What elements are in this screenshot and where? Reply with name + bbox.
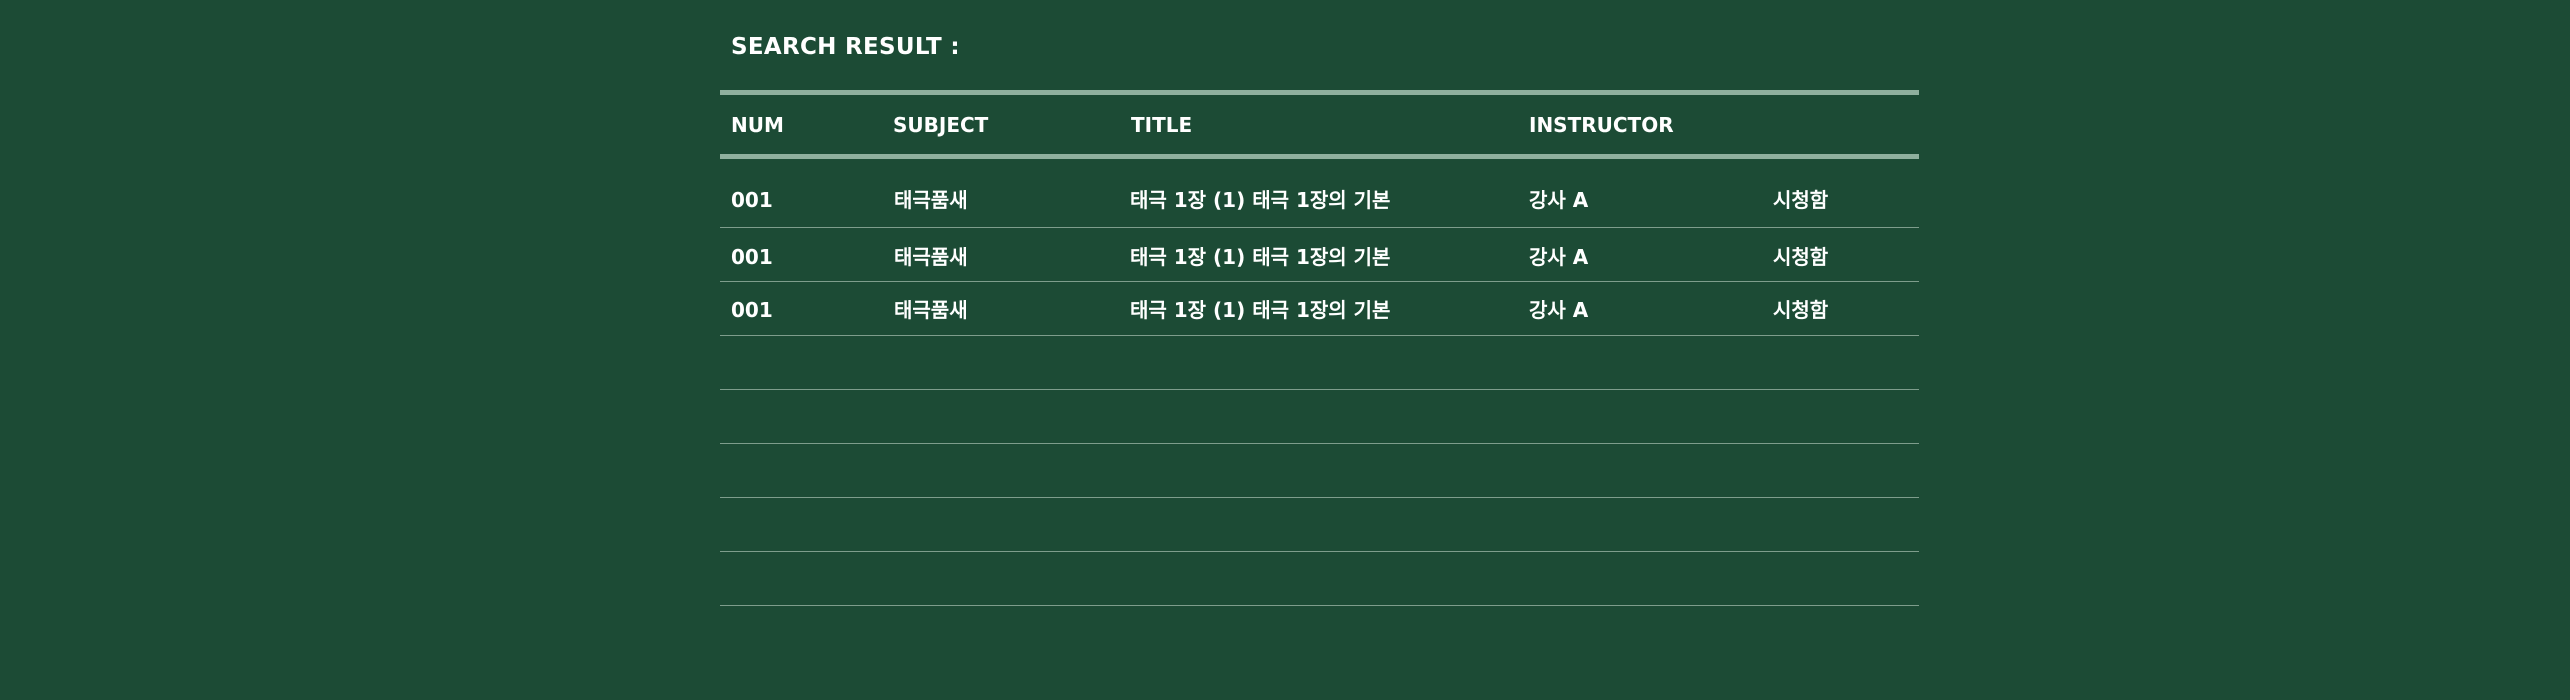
header-num: NUM: [731, 113, 784, 137]
row-subject: 태극품새: [894, 298, 968, 322]
row-subject: 태극품새: [894, 188, 968, 212]
empty-row-divider: [720, 605, 1919, 606]
search-result-panel: SEARCH RESULT : NUM SUBJECT TITLE INSTRU…: [720, 0, 1919, 700]
table-header: NUM SUBJECT TITLE INSTRUCTOR: [720, 110, 1919, 140]
header-subject: SUBJECT: [893, 113, 989, 137]
row-title[interactable]: 태극 1장 (1) 태극 1장의 기본: [1130, 188, 1391, 212]
row-divider: [720, 335, 1919, 336]
row-title[interactable]: 태극 1장 (1) 태극 1장의 기본: [1130, 245, 1391, 269]
row-watch-status: 시청함: [1773, 188, 1829, 212]
row-num: 001: [731, 188, 773, 212]
row-instructor: 강사 A: [1529, 245, 1589, 269]
header-top-divider: [720, 90, 1919, 95]
row-watch-status: 시청함: [1773, 245, 1829, 269]
row-instructor: 강사 A: [1529, 188, 1589, 212]
table-row[interactable]: 001 태극품새 태극 1장 (1) 태극 1장의 기본 강사 A 시청함: [720, 295, 1919, 325]
row-divider: [720, 227, 1919, 228]
search-result-title: SEARCH RESULT :: [731, 34, 960, 60]
row-subject: 태극품새: [894, 245, 968, 269]
row-instructor: 강사 A: [1529, 298, 1589, 322]
header-bottom-divider: [720, 154, 1919, 159]
table-row[interactable]: 001 태극품새 태극 1장 (1) 태극 1장의 기본 강사 A 시청함: [720, 242, 1919, 272]
row-watch-status: 시청함: [1773, 298, 1829, 322]
empty-row-divider: [720, 443, 1919, 444]
empty-row-divider: [720, 497, 1919, 498]
header-title: TITLE: [1131, 113, 1193, 137]
header-instructor: INSTRUCTOR: [1529, 113, 1674, 137]
row-num: 001: [731, 298, 773, 322]
empty-row-divider: [720, 389, 1919, 390]
empty-row-divider: [720, 551, 1919, 552]
row-num: 001: [731, 245, 773, 269]
row-divider: [720, 281, 1919, 282]
row-title[interactable]: 태극 1장 (1) 태극 1장의 기본: [1130, 298, 1391, 322]
table-row[interactable]: 001 태극품새 태극 1장 (1) 태극 1장의 기본 강사 A 시청함: [720, 185, 1919, 215]
